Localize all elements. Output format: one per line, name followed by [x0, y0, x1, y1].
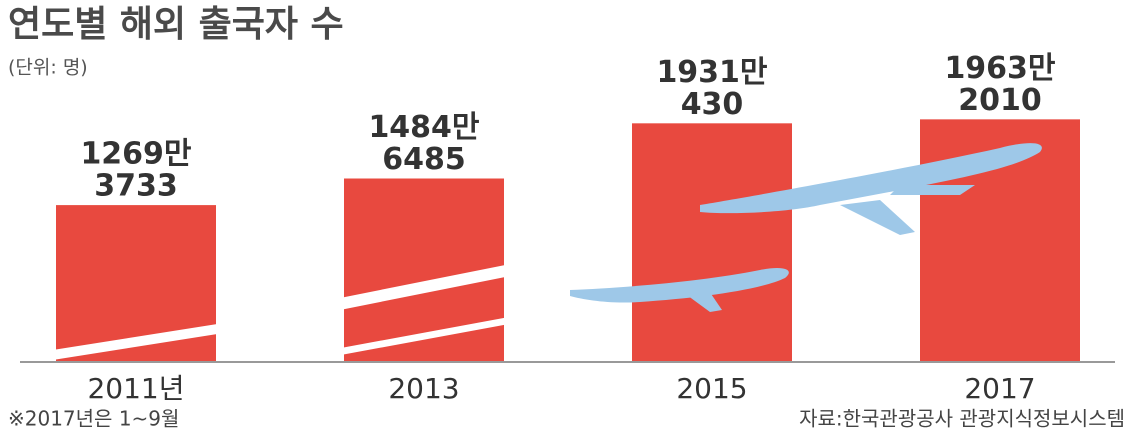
decoration	[40, 143, 1042, 362]
value-label: 3733	[94, 169, 178, 204]
chart-title: 연도별 해외 출국자 수	[8, 4, 344, 45]
unit-label: (단위: 명)	[8, 57, 88, 79]
value-label: 1931만	[656, 55, 767, 90]
value-label: 2010	[958, 83, 1042, 118]
value-label: 1484만	[368, 110, 479, 145]
value-label: 430	[681, 87, 744, 122]
x-tick-label: 2011년	[87, 372, 184, 405]
value-label: 6485	[382, 142, 466, 177]
bar	[344, 178, 504, 362]
bar	[632, 123, 792, 362]
value-label: 1963만	[944, 51, 1055, 86]
x-tick-label: 2015	[676, 372, 747, 405]
value-label: 1269만	[80, 137, 191, 172]
footnote: ※2017년은 1~9월	[8, 407, 179, 431]
x-tick-label: 2017	[964, 372, 1035, 405]
source: 자료:한국관광공사 관광지식정보시스템	[799, 407, 1125, 431]
x-tick-label: 2013	[388, 372, 459, 405]
